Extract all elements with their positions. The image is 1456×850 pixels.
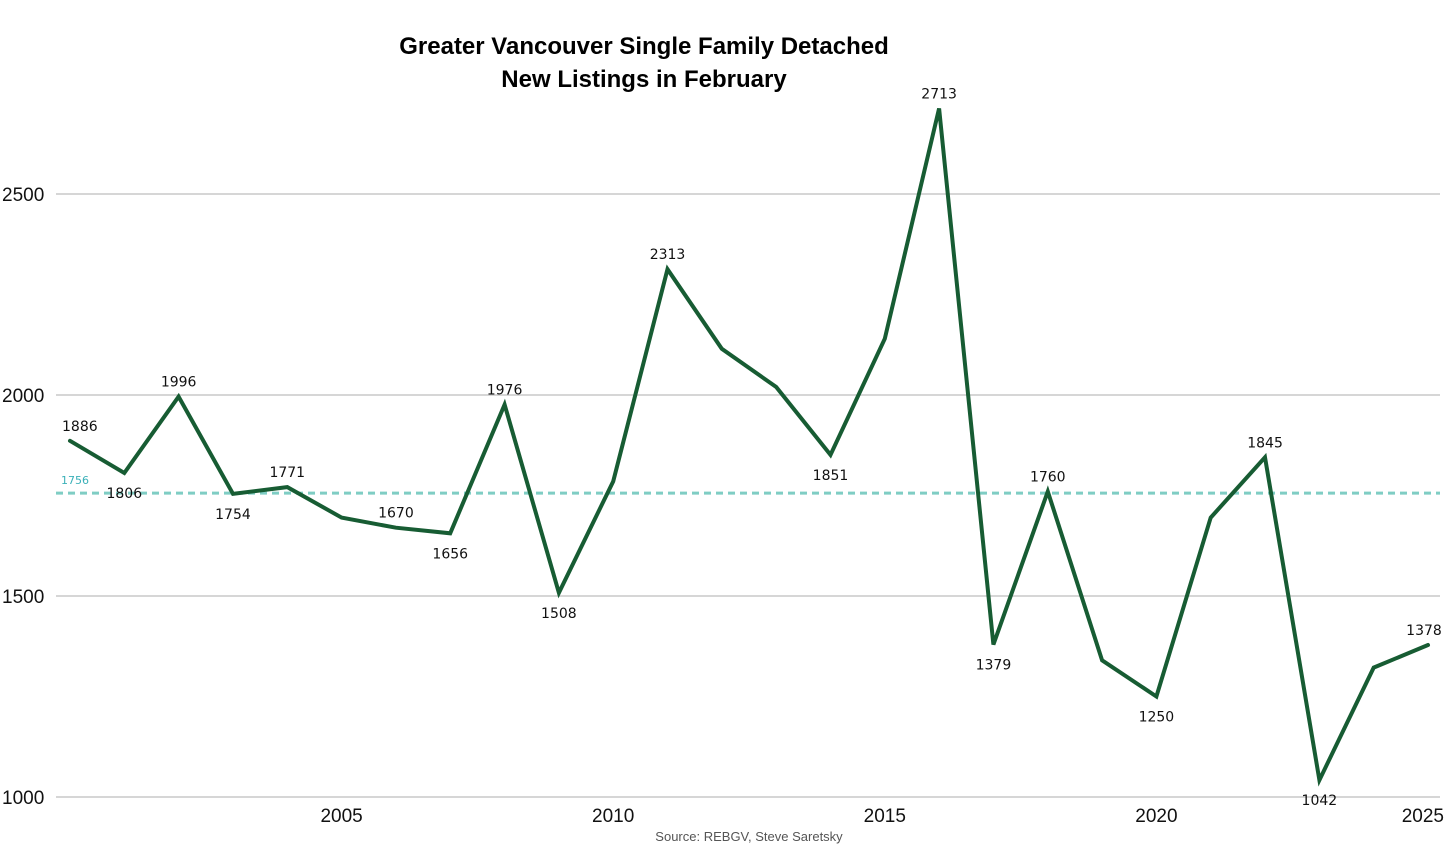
x-tick-label: 2025 bbox=[1402, 806, 1444, 827]
x-axis-ticks: 2005 2010 2015 2020 2025 bbox=[320, 806, 1444, 827]
series-polyline bbox=[68, 107, 1430, 787]
data-label: 1851 bbox=[813, 468, 849, 484]
x-tick-label: 2005 bbox=[320, 806, 362, 827]
data-label: 2313 bbox=[650, 247, 686, 263]
gridlines bbox=[56, 193, 1440, 798]
x-tick-label: 2020 bbox=[1135, 806, 1177, 827]
data-label: 1378 bbox=[1406, 623, 1442, 639]
data-label: 1670 bbox=[378, 506, 414, 522]
data-label: 1845 bbox=[1247, 435, 1283, 451]
x-tick-label: 2015 bbox=[864, 806, 906, 827]
data-label: 1656 bbox=[432, 546, 468, 562]
data-label: 1771 bbox=[269, 465, 305, 481]
average-reference-line: 1756 bbox=[56, 474, 1440, 495]
chart-title-line-2: New Listings in February bbox=[501, 66, 787, 93]
data-label: 1996 bbox=[161, 375, 197, 391]
data-label: 1806 bbox=[106, 486, 142, 502]
data-label: 2713 bbox=[921, 86, 957, 102]
data-label: 1250 bbox=[1139, 710, 1175, 726]
y-axis-ticks: 1000 1500 2000 2500 bbox=[2, 185, 44, 809]
data-label: 1042 bbox=[1302, 793, 1338, 809]
y-tick-label: 2000 bbox=[2, 386, 44, 407]
data-label: 1760 bbox=[1030, 469, 1066, 485]
data-label: 1754 bbox=[215, 507, 251, 523]
source-note: Source: REBGV, Steve Saretsky bbox=[655, 829, 843, 844]
data-label: 1886 bbox=[62, 419, 98, 435]
data-label: 1508 bbox=[541, 606, 577, 622]
y-tick-label: 1500 bbox=[2, 587, 44, 608]
data-label: 1379 bbox=[976, 658, 1012, 674]
series-line bbox=[68, 107, 1430, 787]
x-tick-label: 2010 bbox=[592, 806, 634, 827]
y-tick-label: 2500 bbox=[2, 185, 44, 206]
data-labels: 1886 1806 1996 1754 1771 1670 1656 1976 1508 2313… bbox=[62, 86, 1442, 809]
data-label: 1976 bbox=[487, 383, 523, 399]
chart-title-line-1: Greater Vancouver Single Family Detached bbox=[399, 33, 889, 60]
y-tick-label: 1000 bbox=[2, 788, 44, 809]
reference-line-label: 1756 bbox=[61, 474, 89, 487]
